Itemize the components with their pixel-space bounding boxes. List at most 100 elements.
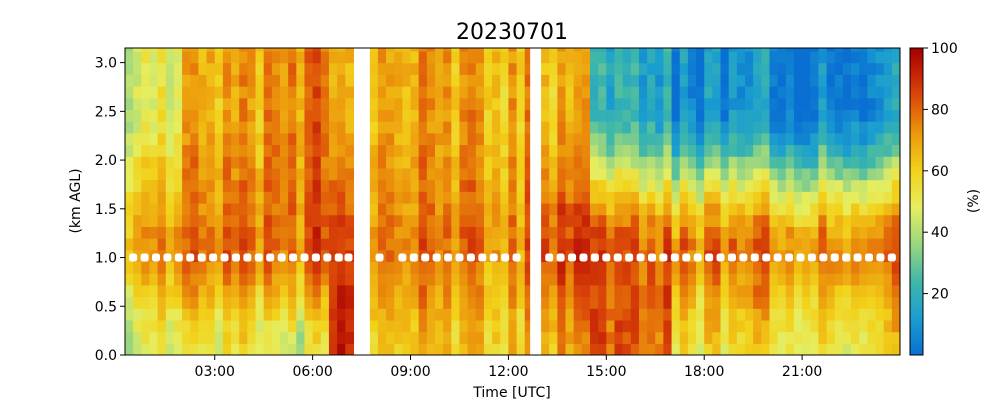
heatmap-cell bbox=[157, 214, 167, 227]
heatmap-cell bbox=[451, 273, 461, 286]
heatmap-cell bbox=[214, 74, 224, 87]
heatmap-cell bbox=[671, 226, 681, 239]
heatmap-cell bbox=[671, 214, 681, 227]
heatmap-cell bbox=[541, 226, 550, 239]
heatmap-cell bbox=[508, 343, 518, 355]
heatmap-cell bbox=[296, 191, 306, 204]
heatmap-cell bbox=[173, 319, 183, 333]
heatmap-cell bbox=[369, 144, 379, 157]
heatmap-cell bbox=[745, 144, 754, 157]
heatmap-cell bbox=[753, 48, 762, 52]
heatmap-cell bbox=[157, 191, 167, 204]
heatmap-cell bbox=[802, 74, 811, 87]
heatmap-cell bbox=[761, 214, 771, 227]
heatmap-cell bbox=[565, 62, 575, 75]
heatmap-cell bbox=[288, 48, 297, 52]
heatmap-cell bbox=[459, 261, 469, 274]
heatmap-cell bbox=[810, 296, 820, 309]
heatmap-cell bbox=[647, 343, 656, 355]
heatmap-cell bbox=[394, 97, 403, 110]
heatmap-cell bbox=[222, 238, 232, 251]
heatmap-cell bbox=[410, 214, 420, 227]
heatmap-cell bbox=[467, 86, 477, 99]
heatmap-cell bbox=[630, 62, 640, 75]
heatmap-cell bbox=[394, 156, 403, 169]
heatmap-cell bbox=[418, 179, 428, 192]
heatmap-cell bbox=[859, 132, 868, 146]
heatmap-cell bbox=[663, 50, 673, 64]
heatmap-cell bbox=[826, 167, 836, 181]
heatmap-cell bbox=[328, 144, 338, 157]
heatmap-cell bbox=[402, 97, 412, 110]
heatmap-cell bbox=[541, 202, 550, 216]
heatmap-cell bbox=[638, 202, 648, 216]
heatmap-cell bbox=[247, 86, 257, 99]
heatmap-cell bbox=[255, 50, 265, 64]
heatmap-cell bbox=[638, 62, 648, 75]
heatmap-cell bbox=[247, 48, 257, 52]
heatmap-cell bbox=[647, 238, 656, 251]
heatmap-cell bbox=[394, 179, 403, 192]
heatmap-cell bbox=[173, 202, 183, 216]
heatmap-cell bbox=[296, 121, 306, 134]
heatmap-cell bbox=[133, 331, 142, 344]
heatmap-cell bbox=[255, 261, 265, 274]
heatmap-cell bbox=[606, 97, 616, 110]
heatmap-cell bbox=[630, 132, 640, 146]
heatmap-cell bbox=[206, 214, 216, 227]
heatmap-cell bbox=[149, 214, 159, 227]
heatmap-cell bbox=[793, 202, 803, 216]
heatmap-cell bbox=[402, 284, 412, 298]
heatmap-cell bbox=[777, 121, 787, 134]
heatmap-cell bbox=[590, 179, 599, 192]
heatmap-cell bbox=[581, 319, 591, 333]
heatmap-cell bbox=[263, 132, 273, 146]
heatmap-cell bbox=[842, 48, 852, 52]
heatmap-cell bbox=[149, 191, 159, 204]
heatmap-cell bbox=[337, 179, 346, 192]
heatmap-cell bbox=[320, 62, 330, 75]
heatmap-cell bbox=[304, 74, 314, 87]
heatmap-cell bbox=[785, 191, 795, 204]
marker-point bbox=[750, 253, 759, 262]
heatmap-cell bbox=[859, 62, 868, 75]
heatmap-cell bbox=[590, 191, 599, 204]
heatmap-cell bbox=[687, 48, 697, 52]
heatmap-cell bbox=[304, 273, 314, 286]
heatmap-cell bbox=[647, 50, 656, 64]
heatmap-cell bbox=[247, 238, 257, 251]
heatmap-cell bbox=[222, 97, 232, 110]
heatmap-cell bbox=[418, 319, 428, 333]
heatmap-cell bbox=[190, 238, 200, 251]
heatmap-cell bbox=[222, 179, 232, 192]
heatmap-cell bbox=[761, 331, 771, 344]
heatmap-cell bbox=[182, 121, 191, 134]
heatmap-cell bbox=[394, 191, 403, 204]
heatmap-cell bbox=[777, 97, 787, 110]
heatmap-cell bbox=[663, 308, 673, 321]
heatmap-cell bbox=[875, 319, 885, 333]
heatmap-cell bbox=[704, 97, 713, 110]
heatmap-cell bbox=[377, 121, 387, 134]
y-axis-label: (km AGL) bbox=[68, 168, 84, 233]
heatmap-cell bbox=[663, 214, 673, 227]
heatmap-cell bbox=[875, 273, 885, 286]
heatmap-cell bbox=[598, 308, 607, 321]
heatmap-cell bbox=[859, 319, 868, 333]
heatmap-cell bbox=[483, 273, 493, 286]
heatmap-cell bbox=[182, 202, 191, 216]
heatmap-cell bbox=[459, 167, 469, 181]
heatmap-cell bbox=[451, 226, 461, 239]
heatmap-cell bbox=[443, 238, 452, 251]
heatmap-cell bbox=[590, 144, 599, 157]
heatmap-cell bbox=[426, 179, 436, 192]
heatmap-cell bbox=[418, 238, 428, 251]
heatmap-cell bbox=[867, 261, 877, 274]
heatmap-cell bbox=[565, 308, 575, 321]
heatmap-cell bbox=[345, 50, 355, 64]
heatmap-cell bbox=[590, 167, 599, 181]
heatmap-cell bbox=[271, 97, 281, 110]
heatmap-cell bbox=[500, 121, 510, 134]
heatmap-cell bbox=[492, 109, 501, 122]
heatmap-cell bbox=[214, 156, 224, 169]
